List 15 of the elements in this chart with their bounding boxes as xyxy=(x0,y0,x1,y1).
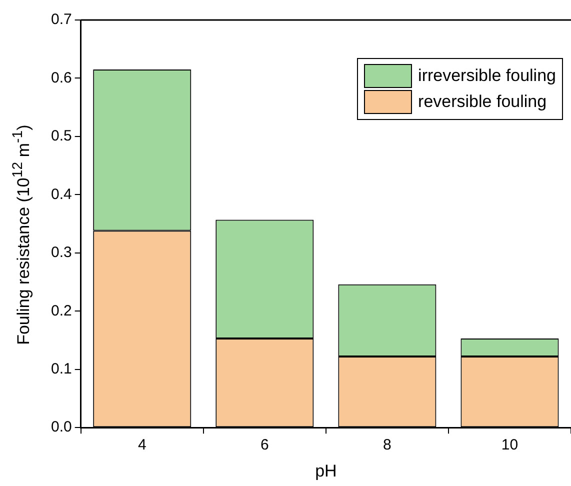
y-tick-label: 0.7 xyxy=(50,11,72,28)
y-tick-label: 0.6 xyxy=(50,69,72,86)
y-tick-label: 0.0 xyxy=(50,418,72,436)
x-axis-title: pH xyxy=(315,461,337,480)
y-tick-label: 0.1 xyxy=(50,360,72,378)
x-tick-label: 8 xyxy=(383,436,392,454)
x-tick-label: 6 xyxy=(260,436,269,454)
legend-label: reversible fouling xyxy=(418,92,547,112)
legend-label: irreversible fouling xyxy=(418,66,556,86)
y-tick-label: 0.3 xyxy=(50,244,72,262)
x-tick-label: 4 xyxy=(138,436,146,454)
x-tick-label: 10 xyxy=(501,436,518,454)
y-tick-label: 0.5 xyxy=(50,128,72,145)
y-tick-label: 0.2 xyxy=(50,302,72,320)
y-tick-label: 0.4 xyxy=(50,186,72,203)
